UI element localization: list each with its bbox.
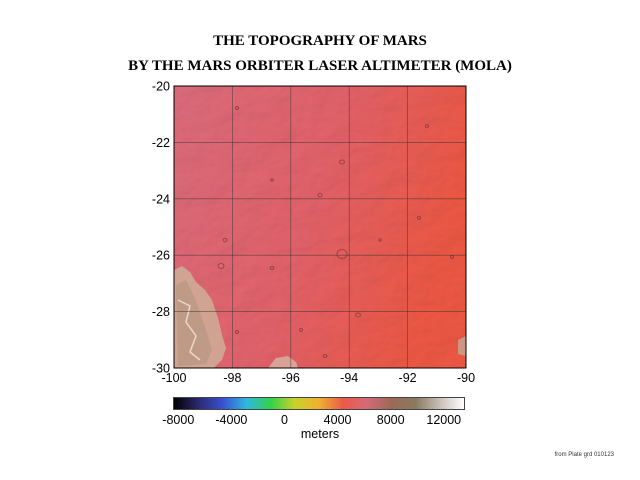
highland-terrain-shading <box>176 280 212 366</box>
x-tick-label: -98 <box>223 371 241 385</box>
highland-patch-east <box>458 336 466 356</box>
colorbar-tick-label: 8000 <box>376 413 405 427</box>
colorbar-tick-label: 12000 <box>426 413 462 427</box>
highland-terrain-ridge <box>177 299 201 361</box>
colorbar-tick-label: -4000 <box>215 413 248 427</box>
y-axis-ticks: -20 -22 -24 -26 -28 -30 <box>152 80 170 376</box>
colorbar-tick-label: -8000 <box>162 413 195 427</box>
colorbar-tick-label: 4000 <box>323 413 352 427</box>
data-source-credit: from Plate grd 010123 <box>554 452 614 458</box>
x-tick-label: -96 <box>282 371 300 385</box>
map-relief-shading <box>174 86 466 368</box>
x-tick-label: -94 <box>340 371 358 385</box>
y-tick-label: -22 <box>152 136 170 150</box>
x-tick-label: -90 <box>457 371 475 385</box>
y-tick-label: -26 <box>152 249 170 263</box>
map-frame <box>173 85 467 369</box>
colorbar-unit: meters <box>300 427 340 441</box>
y-tick-label: -28 <box>152 305 170 319</box>
map-title-line-2: BY THE MARS ORBITER LASER ALTIMETER (MOL… <box>128 58 512 74</box>
y-tick-label: -24 <box>152 192 170 206</box>
craters <box>217 106 454 358</box>
y-tick-label: -30 <box>152 362 170 376</box>
y-tick-label: -20 <box>152 80 170 94</box>
x-tick-label: -100 <box>161 371 186 385</box>
x-axis-ticks: -100 -98 -96 -94 -92 -90 <box>161 371 475 385</box>
x-tick-label: -92 <box>399 371 417 385</box>
elevation-colorbar <box>173 397 465 410</box>
map-title-line-1: THE TOPOGRAPHY OF MARS <box>213 33 427 49</box>
colorbar-tick-label: 0 <box>281 413 288 427</box>
